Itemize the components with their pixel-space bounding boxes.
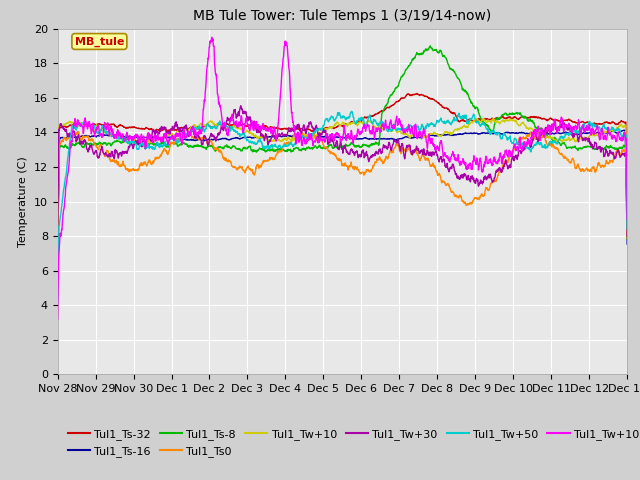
- Title: MB Tule Tower: Tule Temps 1 (3/19/14-now): MB Tule Tower: Tule Temps 1 (3/19/14-now…: [193, 10, 492, 24]
- Text: MB_tule: MB_tule: [75, 36, 124, 47]
- Legend: Tul1_Ts-32, Tul1_Ts-16, Tul1_Ts-8, Tul1_Ts0, Tul1_Tw+10, Tul1_Tw+30, Tul1_Tw+50,: Tul1_Ts-32, Tul1_Ts-16, Tul1_Ts-8, Tul1_…: [63, 425, 640, 461]
- Y-axis label: Temperature (C): Temperature (C): [18, 156, 28, 247]
